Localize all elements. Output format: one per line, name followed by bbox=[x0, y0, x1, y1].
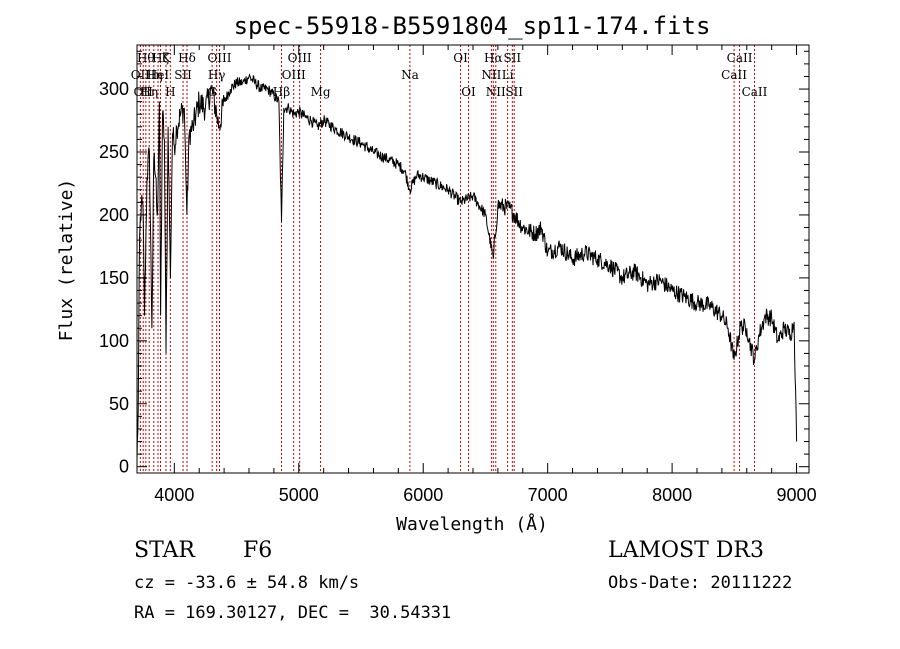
line-marker-label: SII bbox=[503, 51, 521, 65]
line-marker-label: NII bbox=[481, 68, 501, 82]
line-marker-label: CaII bbox=[721, 68, 747, 82]
line-marker-label: Hβ bbox=[273, 85, 290, 99]
line-marker-label: OI bbox=[461, 85, 476, 99]
line-marker-label: Hη bbox=[145, 68, 163, 82]
line-marker-label: OII bbox=[134, 85, 154, 99]
y-axis-label: Flux (relative) bbox=[56, 179, 77, 342]
x-axis-ticks: 4000 5000 6000 7000 8000 9000 bbox=[154, 45, 817, 505]
x-tick-label: 5000 bbox=[279, 485, 319, 505]
line-markers bbox=[139, 45, 755, 473]
plot-frame bbox=[136, 44, 810, 474]
x-tick-label: 7000 bbox=[528, 485, 568, 505]
x-tick-label: 4000 bbox=[154, 485, 194, 505]
y-tick-label: 100 bbox=[99, 331, 129, 351]
line-marker-label: OII bbox=[131, 68, 151, 82]
chart-title: spec-55918-B5591804_sp11-174.fits bbox=[234, 12, 711, 40]
y-tick-label: 200 bbox=[99, 205, 129, 225]
y-tick-label: 150 bbox=[99, 268, 129, 288]
y-tick-label: 250 bbox=[99, 142, 129, 162]
line-marker-label: OI bbox=[453, 51, 468, 65]
line-marker-label: Li bbox=[502, 68, 514, 82]
line-marker-label: OIII bbox=[207, 51, 231, 65]
survey-name: LAMOST DR3 bbox=[608, 538, 764, 563]
line-marker-label: Hθ bbox=[137, 51, 155, 65]
line-marker-labels: OIIOIIHθHηHηHeIHζKHSIIHδGHγOIIIHβOIIIOII… bbox=[131, 51, 768, 99]
x-axis-label: Wavelength (Å) bbox=[396, 513, 548, 535]
y-tick-label: 300 bbox=[99, 79, 129, 99]
line-marker-label: HeI bbox=[147, 68, 170, 82]
object-class: STAR bbox=[134, 538, 195, 563]
line-marker-label: CaII bbox=[727, 51, 753, 65]
line-marker-label: Hα bbox=[484, 51, 503, 65]
object-subclass: F6 bbox=[243, 538, 273, 563]
x-tick-label: 6000 bbox=[403, 485, 443, 505]
x-tick-label: 9000 bbox=[777, 485, 817, 505]
line-marker-label: Hδ bbox=[178, 51, 196, 65]
spectrum-line bbox=[136, 73, 798, 461]
line-marker-label: K bbox=[162, 51, 172, 65]
observation-date: Obs-Date: 20111222 bbox=[608, 573, 793, 593]
y-tick-label: 50 bbox=[109, 394, 129, 414]
line-marker-label: Na bbox=[401, 68, 419, 82]
line-marker-label: SII bbox=[505, 85, 523, 99]
y-axis-ticks: 0 50 100 150 200 250 300 bbox=[99, 50, 809, 477]
line-marker-label: Hγ bbox=[208, 68, 226, 82]
line-marker-label: NII bbox=[486, 85, 506, 99]
line-marker-label: Hη bbox=[140, 85, 158, 99]
redshift-text: cz = -33.6 ± 54.8 km/s bbox=[134, 573, 360, 593]
line-marker-label: SII bbox=[174, 68, 192, 82]
line-marker-label: Mg bbox=[311, 85, 331, 99]
line-marker-label: Hζ bbox=[152, 51, 169, 65]
x-tick-label: 8000 bbox=[652, 485, 692, 505]
line-marker-label: CaII bbox=[742, 85, 768, 99]
line-marker-label: OIII bbox=[282, 68, 306, 82]
y-tick-label: 0 bbox=[119, 457, 129, 477]
line-marker-label: OIII bbox=[288, 51, 312, 65]
line-marker-label: H bbox=[165, 85, 175, 99]
coordinates-text: RA = 169.30127, DEC = 30.54331 bbox=[134, 603, 452, 623]
